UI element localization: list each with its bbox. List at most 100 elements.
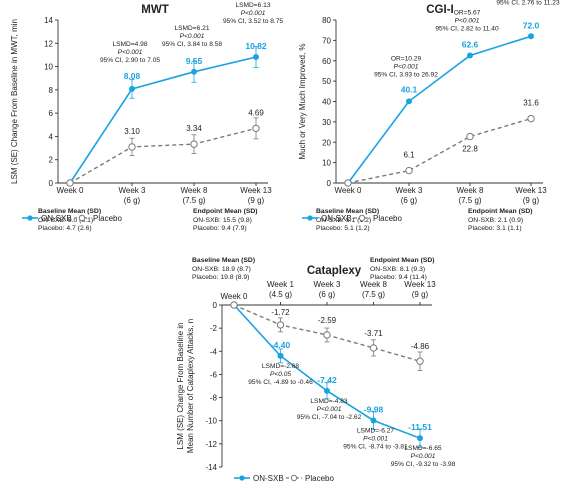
y-tick-label: 30: [322, 118, 331, 127]
y-tick-label: 0: [213, 301, 218, 310]
endpoint-note: Endpoint Mean (SD) ON-SXB: 2.1 (0.9)Place…: [468, 208, 533, 232]
x-tick-label: Week 3: [314, 280, 342, 289]
stat-annotation-line: 95% CI, -7.04 to -2.62: [297, 414, 362, 421]
x-tick-label: Week 13: [240, 186, 272, 195]
note-line: Placebo: 5.1 (1.2): [316, 225, 370, 232]
stat-annotation-line: 95% CI, 2.90 to 7.05: [100, 57, 160, 64]
y-axis-label: LSM (SE) Change From Baseline in: [176, 322, 185, 449]
stat-annotation-line: 95% CI, 3.84 to 8.58: [162, 41, 222, 48]
y-tick-label: 0: [49, 179, 54, 188]
data-point-placebo: [527, 114, 535, 123]
data-label-on-sxb: 10.82: [245, 41, 267, 51]
data-label-on-sxb: -4.40: [271, 340, 291, 350]
x-tick-label: Week 8: [181, 186, 209, 195]
data-point-placebo: [369, 344, 378, 352]
stat-annotation-line: P<0.001: [118, 49, 143, 56]
stat-annotation-line: 95% CI, 3.52 to 8.75: [223, 18, 283, 25]
stat-annotation-line: LSMD=-6.65: [404, 445, 442, 452]
baseline-note: Baseline Mean (SD) ON-SXB: 5.0 (3.1)Place…: [38, 208, 101, 232]
y-tick-label: 12: [44, 39, 53, 48]
x-tick-label: Week 0: [335, 186, 363, 195]
note-line: ON-SXB: 2.1 (0.9): [468, 217, 523, 224]
data-point-on-sxb: [253, 54, 259, 61]
data-point-on-sxb: [406, 98, 412, 105]
note-title: Baseline Mean (SD): [316, 208, 379, 215]
y-tick-label: 10: [44, 63, 53, 72]
x-tick-label: Week 1: [267, 280, 295, 289]
data-label-on-sxb: 40.1: [401, 84, 418, 94]
data-label-placebo: 31.6: [523, 99, 539, 108]
legend-marker-on-sxb: [307, 215, 313, 221]
series-line-on-sxb: [347, 35, 532, 184]
y-tick-label: -14: [205, 463, 217, 472]
stat-annotation-line: P<0.001: [411, 453, 436, 460]
x-tick-sublabel: (9 g): [412, 290, 429, 299]
note-line: Placebo: 3.1 (1.1): [468, 225, 522, 232]
legend-label-placebo: Placebo: [373, 214, 402, 223]
legend-label-on-sxb: ON-SXB: [41, 214, 72, 223]
endpoint-note: Endpoint Mean (SD) ON-SXB: 8.1 (9.3)Place…: [370, 257, 435, 281]
data-label-placebo: 3.10: [124, 127, 140, 136]
stat-annotation-line: LSMD=-4.83: [310, 398, 348, 405]
data-label-placebo: -3.71: [364, 329, 383, 338]
y-tick-label: 6: [49, 109, 54, 118]
y-tick-label: 70: [322, 36, 331, 45]
legend-marker-placebo: [78, 214, 86, 222]
data-point-on-sxb: [417, 435, 423, 442]
y-tick-label: -2: [210, 324, 218, 333]
data-point-placebo: [405, 166, 413, 175]
x-tick-sublabel: (6 g): [319, 290, 336, 299]
note-line: Placebo: 9.4 (7.9): [193, 225, 247, 232]
x-tick-sublabel: (7.5 g): [362, 290, 385, 299]
y-tick-label: -12: [205, 440, 217, 449]
data-label-placebo: 6.1: [403, 151, 415, 160]
data-label-on-sxb: 62.6: [462, 39, 479, 49]
data-point-on-sxb: [191, 68, 197, 75]
x-tick-sublabel: (7.5 g): [182, 196, 205, 205]
legend-marker-placebo: [290, 474, 298, 482]
note-title: Endpoint Mean (SD): [193, 208, 258, 215]
x-tick-label: Week 8: [360, 280, 388, 289]
y-tick-label: 40: [322, 98, 331, 107]
chart-title: CGI-I: [426, 4, 453, 16]
stat-annotation-line: 95% CI, 2.82 to 11.40: [435, 25, 499, 32]
stat-annotation-line: OR=10.29: [391, 55, 422, 62]
note-line: ON-SXB: 8.1 (9.3): [370, 266, 425, 273]
x-tick-label: Week 13: [404, 280, 436, 289]
legend: ON-SXB Placebo: [22, 214, 122, 223]
y-tick-label: 80: [322, 16, 331, 25]
note-line: ON-SXB: 18.9 (8.7): [192, 266, 251, 273]
data-label-placebo: -4.86: [411, 342, 430, 351]
data-label-placebo: 22.8: [462, 145, 478, 154]
legend-label-placebo: Placebo: [305, 474, 334, 483]
stat-annotation-line: 95% CI, -8.74 to -3.81: [343, 443, 408, 450]
data-point-placebo: [466, 132, 474, 141]
y-tick-label: 4: [49, 132, 54, 141]
legend: ON-SXB Placebo: [234, 474, 334, 483]
stat-annotation-line: LSMD=-6.27: [357, 427, 395, 434]
note-line: ON-SXB: 5.0 (3.1): [38, 217, 93, 224]
x-tick-sublabel: (6 g): [401, 196, 418, 205]
y-axis-label: Mean Number of Cataplexy Attacks, n: [186, 319, 195, 453]
data-label-on-sxb: 8.08: [124, 71, 141, 81]
stat-annotation-line: LSMD=6.13: [235, 2, 270, 9]
y-axis-label: Much or Very Much Improved, %: [298, 43, 307, 159]
data-label-placebo: 3.34: [186, 124, 202, 133]
note-title: Endpoint Mean (SD): [370, 257, 435, 264]
stat-annotation-line: P<0.001: [394, 63, 419, 70]
note-title: Baseline Mean (SD): [192, 257, 255, 264]
y-tick-label: 10: [322, 159, 331, 168]
chart-title: Cataplexy: [307, 265, 362, 277]
baseline-note: Baseline Mean (SD) ON-SXB: 5.1 (1.2)Place…: [316, 208, 379, 232]
stat-annotation-line: 95% CI, -9.32 to -3.98: [391, 461, 456, 468]
data-point-on-sxb: [324, 387, 330, 394]
data-point-on-sxb: [467, 52, 473, 59]
